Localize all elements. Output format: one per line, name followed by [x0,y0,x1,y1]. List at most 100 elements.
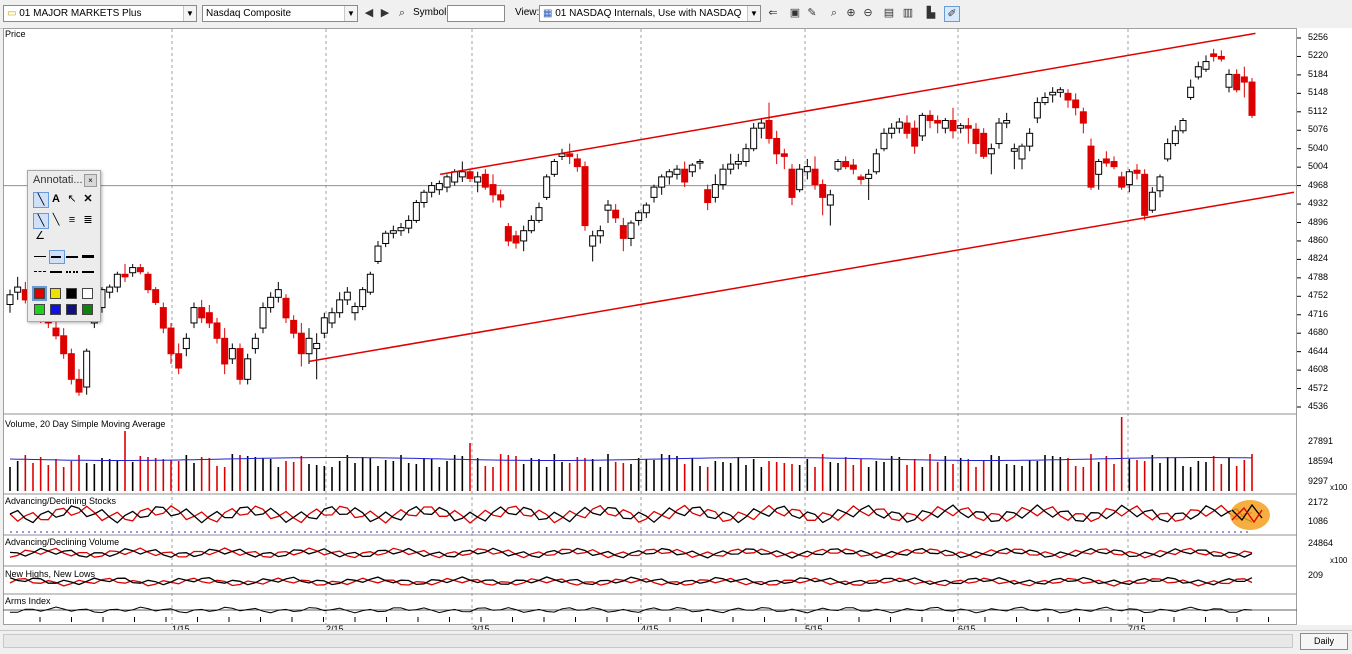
pointer-icon[interactable]: ↖ [67,193,77,205]
candle-body [474,176,482,183]
line-width-3[interactable] [66,256,78,258]
candle-body [1072,99,1080,109]
candle-body [834,161,842,170]
zoom-in-icon[interactable]: ⊕ [846,7,856,19]
x-label: 1/15 [172,624,190,634]
candle-body [596,230,604,237]
symbol-input[interactable] [447,5,505,22]
candle-body [397,227,405,232]
candle-body [688,164,696,173]
price-tick: 5184 [1308,68,1329,79]
candle-body [136,267,144,273]
candle-body [742,148,750,163]
binoculars-icon[interactable]: ⌕ [398,7,406,19]
candle-body [811,168,819,186]
chevron-down-icon[interactable]: ▼ [344,6,357,21]
candle-body [267,296,275,309]
close-icon[interactable]: × [84,174,97,187]
arms-line [10,606,1253,614]
color-darkgreen[interactable] [82,304,93,315]
candle-body [1233,73,1241,91]
candle-body [750,127,758,150]
candle-body [435,183,443,191]
adstocks-black-line [9,504,1253,524]
trendline-icon[interactable]: ╲ [33,213,49,229]
line-tool-icon[interactable]: ╲ [33,192,49,208]
indicator-lines [3,500,1297,614]
line-width-1[interactable] [34,256,46,257]
annotation-panel[interactable]: Annotati... × ╲ A ↖ ✕ ╲ ╲ ≡ ≣ ∠ [27,170,101,322]
watchlist-select-value: 01 MAJOR MARKETS Plus [19,8,142,19]
symbol-select[interactable]: Nasdaq Composite ▼ [202,5,358,22]
back-arrow-icon[interactable]: ⇐ [768,7,778,19]
text-tool-icon[interactable]: A [52,193,60,205]
chevron-down-icon[interactable]: ▼ [747,6,760,21]
line-width-4[interactable] [82,255,94,258]
horizontal-scrollbar[interactable] [3,634,1293,648]
adstocks-panel-title: Advancing/Declining Stocks [5,496,117,506]
advol-red-line [9,547,1253,559]
candle-body [159,307,167,329]
line-style-2[interactable] [50,271,62,273]
candle-body [1064,92,1072,101]
chevron-down-icon[interactable]: ▼ [183,6,196,21]
symbol-select-value: Nasdaq Composite [206,8,292,19]
line-style-1[interactable] [34,271,46,272]
next-symbol-button[interactable]: ▶ [380,7,390,19]
highlight-red-line [1231,506,1263,524]
candle-body [765,120,773,139]
layout-icon[interactable]: ▥ [902,7,914,19]
folder-icon: ▭ [7,8,17,19]
candle-body [466,171,474,179]
zoom-out-icon[interactable]: ⊖ [863,7,873,19]
candle-body [1049,91,1057,96]
candle-body [803,166,811,173]
line-style-4[interactable] [82,271,94,273]
save-view-icon[interactable]: ▣ [789,7,801,19]
ray-icon[interactable]: ╲ [52,214,60,226]
line-style-3[interactable] [66,271,78,273]
highlight-circle [1230,500,1270,530]
annotate-icon[interactable]: ✐ [944,6,960,22]
x-label: 7/15 [1128,624,1146,634]
candle-body [727,163,735,170]
zoom-icon[interactable]: ⌕ [830,7,838,19]
candle-body [1133,169,1141,174]
candle-body [489,184,497,196]
angle-icon[interactable]: ∠ [35,230,45,242]
price-panel-title: Price [5,29,26,39]
color-green[interactable] [34,304,45,315]
color-navy[interactable] [66,304,77,315]
candle-body [642,204,650,214]
fan-icon[interactable]: ≣ [83,214,93,226]
annotation-panel-title: Annotati... [33,174,83,186]
bar-chart-icon[interactable]: ▙ [926,7,936,19]
candle-body [443,176,451,188]
color-white[interactable] [82,288,93,299]
channel-icon[interactable]: ≡ [68,214,76,226]
color-blue[interactable] [50,304,61,315]
previous-symbol-button[interactable]: ◀ [364,7,374,19]
candle-body [52,327,60,337]
view-select[interactable]: ▦ 01 NASDAQ Internals, Use with NASDAQ ▼ [539,5,761,22]
candle-body [665,171,673,178]
edit-view-icon[interactable]: ✎ [807,7,817,19]
candle-body [1041,96,1049,104]
candle-body [14,286,22,293]
candle-body [865,173,873,179]
color-red[interactable] [32,286,47,301]
candle-body [773,137,781,155]
candle-body [1026,132,1034,147]
delete-icon[interactable]: ✕ [83,193,93,205]
grid-icon[interactable]: ▤ [883,7,895,19]
candle-body [941,120,949,129]
color-yellow[interactable] [50,288,61,299]
watchlist-select[interactable]: ▭ 01 MAJOR MARKETS Plus ▼ [3,5,197,22]
candle-body [336,299,344,314]
candle-body [911,127,919,147]
period-button[interactable]: Daily [1300,633,1348,650]
candle-body [619,225,627,239]
candle-body [428,185,436,193]
color-black[interactable] [66,288,77,299]
